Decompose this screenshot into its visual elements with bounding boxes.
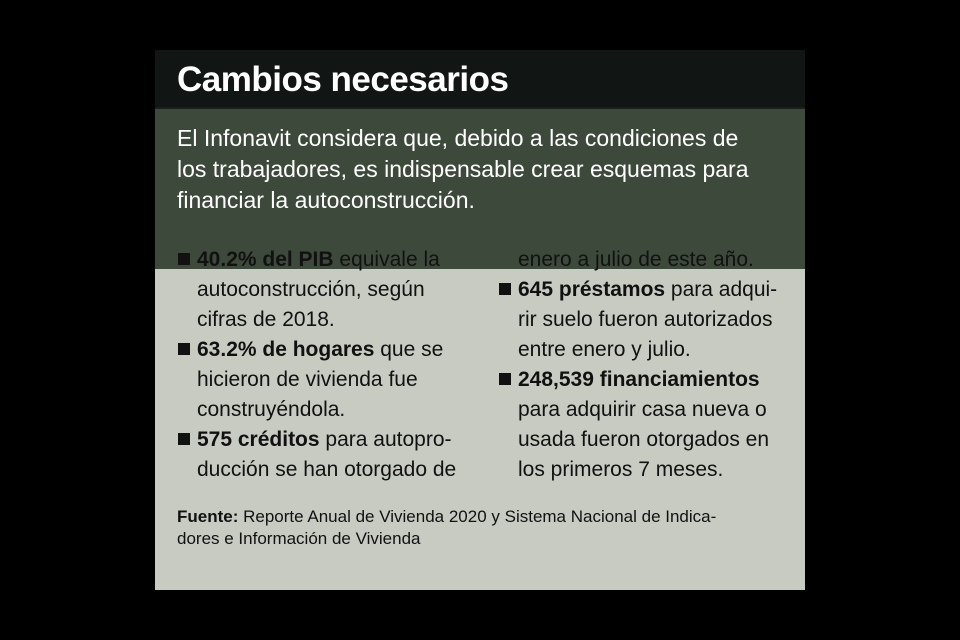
right-column: enero a julio de este año. 645 préstamos… [498,245,798,485]
stat-item-financiamientos: 248,539 financiamientos para adquirir ca… [498,365,798,485]
bullet-square-icon [499,283,511,295]
source-text: Reporte Anual de Vivienda 2020 y Sistema… [238,507,717,526]
title-bar: Cambios necesarios [155,50,805,107]
infographic-title: Cambios necesarios [177,60,509,99]
stat-highlight: 645 préstamos [518,278,666,301]
stat-highlight: 63.2% de hogares [197,338,375,361]
stat-text: ducción se han otorgado de [197,458,457,481]
stat-text: para autopro- [319,428,452,451]
stat-item-hogares: 63.2% de hogares que se hicieron de vivi… [177,335,477,425]
stat-text: usada fueron otorgados en [518,428,770,451]
intro-text: El Infonavit considera que, debido a las… [177,123,787,216]
intro-line: El Infonavit considera que, debido a las… [177,125,739,151]
bullet-square-icon [178,343,190,355]
bullet-square-icon [499,373,511,385]
stat-item-prestamos: 645 préstamos para adqui- rir suelo fuer… [498,275,798,365]
stat-item-creditos: 575 créditos para autopro- ducción se ha… [177,425,477,485]
infographic-card: Cambios necesarios El Infonavit consider… [155,50,805,590]
stat-text: los primeros 7 meses. [518,458,724,481]
source-label: Fuente: [177,507,239,526]
stat-item-pib: 40.2% del PIB equivale la autoconstrucci… [177,245,477,335]
stat-text: para adqui- [665,278,778,301]
stat-continuation: enero a julio de este año. [518,248,754,271]
stat-text: entre enero y julio. [518,338,691,361]
intro-line: financiar la autoconstrucción. [177,187,475,213]
stat-highlight: 40.2% del PIB [197,248,334,271]
stat-text: rir suelo fueron autorizados [518,308,773,331]
intro-box: El Infonavit considera que, debido a las… [155,107,805,269]
stat-text: que se [374,338,444,361]
source-text: dores e Información de Vivienda [177,529,421,548]
stat-text: cifras de 2018. [197,308,335,331]
bullet-square-icon [178,433,190,445]
stat-text: para adquirir casa nueva o [518,398,767,421]
left-column: 40.2% del PIB equivale la autoconstrucci… [177,245,477,485]
stat-highlight: 575 créditos [197,428,320,451]
stat-text: autoconstrucción, según [197,278,425,301]
source-note: Fuente: Reporte Anual de Vivienda 2020 y… [177,506,787,550]
stat-text: equivale la [333,248,440,271]
bullet-square-icon [178,253,190,265]
stat-highlight: 248,539 financiamientos [518,368,760,391]
stat-text: hicieron de vivienda fue [197,368,418,391]
intro-line: los trabajadores, es indispensable crear… [177,156,749,182]
stat-text: construyéndola. [197,398,346,421]
